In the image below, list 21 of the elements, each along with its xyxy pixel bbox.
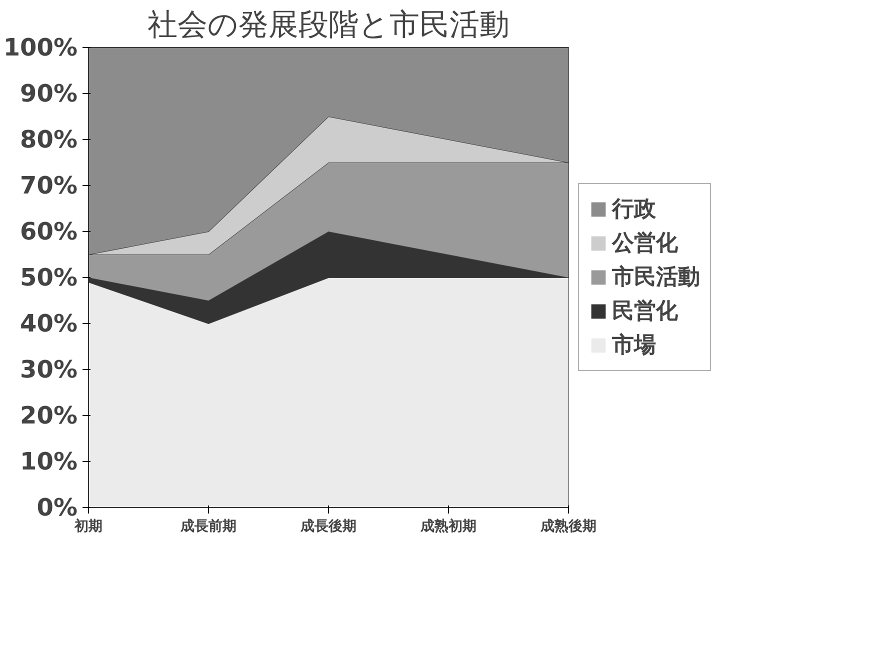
x-tick-label: 成長前期 xyxy=(180,518,236,534)
x-tick-label: 成長後期 xyxy=(300,518,356,534)
y-tick-label: 100% xyxy=(3,34,78,62)
y-tick-label: 30% xyxy=(20,356,78,384)
legend-label: 市場 xyxy=(612,332,656,360)
chart-title: 社会の発展段階と市民活動 xyxy=(148,8,510,42)
y-tick-label: 90% xyxy=(20,80,78,108)
y-tick-label: 60% xyxy=(20,218,78,246)
y-tick-label: 10% xyxy=(20,448,78,476)
legend-label: 公営化 xyxy=(612,230,678,258)
legend-label: 市民活動 xyxy=(612,264,700,292)
y-tick-label: 70% xyxy=(20,172,78,200)
y-tick-label: 80% xyxy=(20,126,78,154)
x-tick-label: 成熟後期 xyxy=(540,518,596,534)
legend-label: 民営化 xyxy=(612,298,678,326)
x-tick-label: 初期 xyxy=(74,518,102,534)
y-tick-label: 20% xyxy=(20,402,78,430)
x-tick-label: 成熟初期 xyxy=(420,518,476,534)
legend-label: 行政 xyxy=(612,196,656,224)
y-tick-label: 50% xyxy=(20,264,78,292)
y-tick-label: 40% xyxy=(20,310,78,338)
